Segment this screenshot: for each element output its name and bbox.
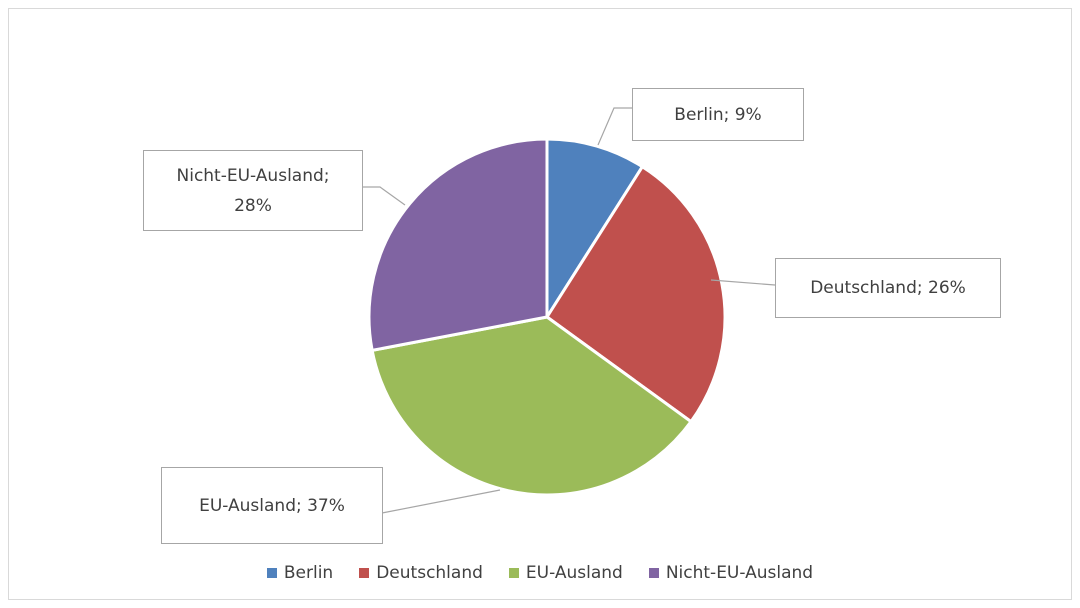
pie-slice — [370, 315, 694, 497]
legend-item: Deutschland — [359, 563, 483, 583]
chart-border — [8, 8, 1072, 600]
pie-slice — [545, 137, 645, 323]
data-label: Nicht-EU-Ausland; 28% — [143, 150, 363, 231]
leader-line — [362, 186, 406, 206]
data-label: EU-Ausland; 37% — [161, 467, 383, 544]
leader-line — [710, 279, 776, 286]
pie-slice — [544, 164, 727, 424]
legend-swatch — [508, 568, 519, 578]
legend-swatch — [266, 568, 277, 578]
legend-item: EU-Ausland — [508, 563, 623, 583]
legend-swatch — [359, 568, 370, 578]
legend-item: Nicht-EU-Ausland — [648, 563, 814, 583]
legend-label: Nicht-EU-Ausland — [665, 563, 814, 583]
legend: Berlin Deutschland EU-Ausland Nicht-EU-Ausl… — [0, 563, 1080, 583]
pie-slice — [367, 137, 549, 353]
leader-lines — [362, 107, 776, 514]
legend-label: Berlin — [283, 563, 334, 583]
leader-line — [597, 107, 632, 146]
data-label: Deutschland; 26% — [775, 258, 1001, 318]
legend-label: EU-Ausland — [525, 563, 623, 583]
legend-label: Deutschland — [376, 563, 483, 583]
leader-line — [381, 489, 501, 514]
legend-swatch — [648, 568, 659, 578]
legend-item: Berlin — [266, 563, 334, 583]
data-label: Berlin; 9% — [632, 88, 804, 141]
